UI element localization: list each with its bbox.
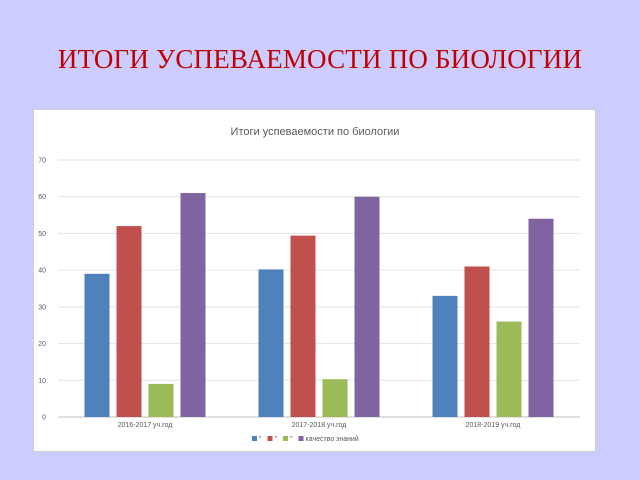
bar-1-3: [432, 295, 458, 417]
x-tick-label: 2016-2017 уч.год: [118, 422, 173, 429]
legend-label: ": [290, 436, 293, 443]
y-tick-label: 50: [38, 231, 46, 238]
slide-title: ИТОГИ УСПЕВАЕМОСТИ ПО БИОЛОГИИ: [57, 44, 583, 74]
legend: " " " качество знаний: [252, 435, 359, 443]
legend-label: качество знаний: [306, 435, 359, 443]
bar-1-1: [84, 273, 110, 417]
legend-label: ": [259, 436, 262, 443]
y-tick-label: 30: [38, 304, 46, 311]
y-tick-label: 70: [38, 158, 46, 165]
chart-container: Итоги успеваемости по биологии 0 10 20 30 40…: [33, 109, 596, 452]
y-tick-label: 10: [38, 378, 46, 385]
bar-2-3: [464, 266, 490, 417]
legend-swatch: [283, 436, 288, 441]
legend-swatch: [267, 436, 273, 441]
legend-swatch: [298, 436, 304, 441]
y-tick-label: 40: [38, 268, 46, 275]
bar-4-3: [528, 218, 554, 417]
x-tick-label: 2017-2018 уч.год: [292, 422, 347, 429]
x-tick-label: 2018-2019 уч.год: [466, 422, 521, 429]
bar-4-1: [180, 193, 206, 417]
bar-3-3: [496, 321, 522, 417]
y-tick-label: 20: [38, 341, 46, 348]
bar-3-1: [148, 383, 174, 417]
gridlines: [58, 159, 580, 418]
legend-label: ": [275, 436, 278, 443]
bar-1-2: [258, 269, 284, 417]
y-tick-label: 0: [42, 415, 46, 422]
bars: [84, 193, 554, 417]
bar-4-2: [354, 196, 380, 417]
chart-title: Итоги успеваемости по биологии: [231, 126, 400, 138]
bar-chart: Итоги успеваемости по биологии 0 10 20 30 40…: [38, 126, 580, 443]
bar-2-1: [116, 226, 142, 417]
y-axis: 0 10 20 30 40 50 60 70: [38, 158, 46, 422]
bar-2-2: [290, 235, 316, 417]
bar-3-2: [322, 379, 348, 417]
legend-swatch: [252, 436, 257, 441]
x-axis: 2016-2017 уч.год 2017-2018 уч.год 2018-201…: [118, 422, 521, 429]
y-tick-label: 60: [38, 194, 46, 201]
